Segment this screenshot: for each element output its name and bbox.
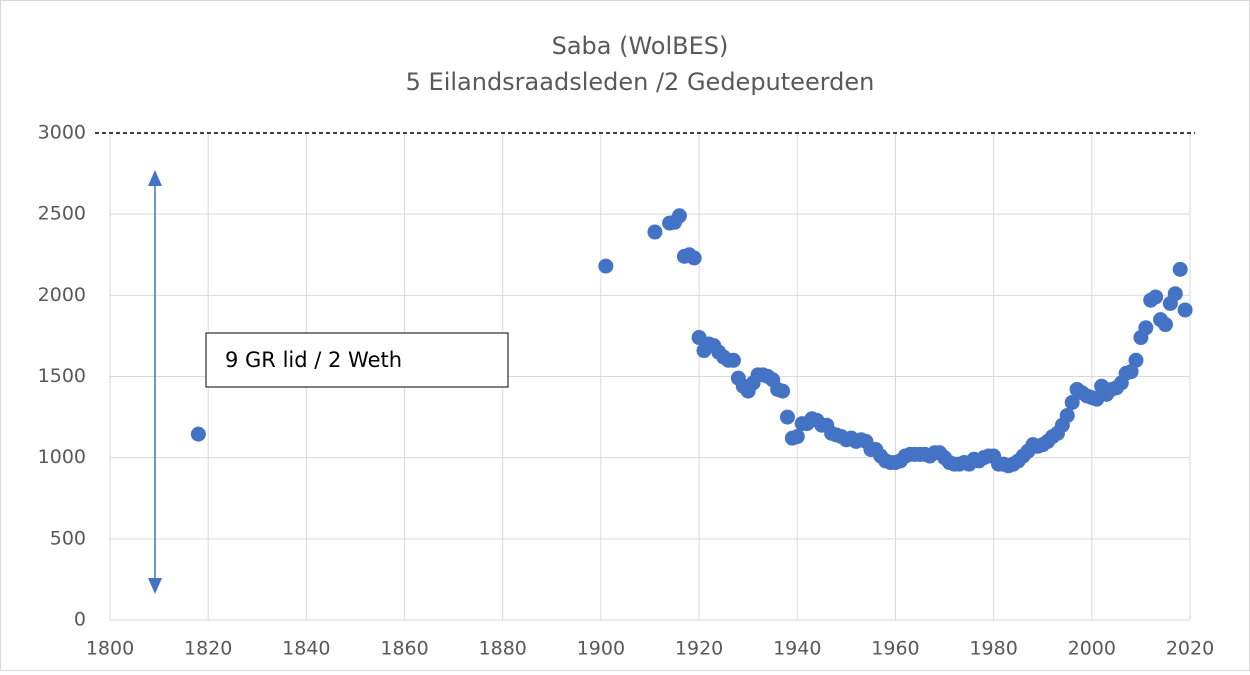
point [1059,407,1075,423]
arrow-head [148,170,162,186]
x-tick-label: 1840 [282,638,330,660]
x-tick-label: 1860 [380,638,428,660]
y-tick-label: 1500 [38,365,86,387]
arrow-head [148,578,162,594]
x-tick-label: 1920 [675,638,723,660]
point [598,258,614,274]
point [1172,261,1188,277]
x-tick-label: 1900 [577,638,625,660]
point [1148,289,1164,305]
y-tick-label: 3000 [38,122,86,144]
point [725,352,741,368]
point [1128,352,1144,368]
x-tick-label: 1800 [86,638,134,660]
annotation-box [205,332,509,388]
annotation: 9 GR lid / 2 Weth [225,348,402,372]
y-tick-label: 2500 [38,203,86,225]
point [779,409,795,425]
point [1064,394,1080,410]
point [1157,317,1173,333]
point [789,429,805,445]
plot-area: 1800 1820 1840 1860 1880 1900 1920 1940 1960 1980… [38,122,1215,660]
y-tick-label: 1000 [38,446,86,468]
x-tick-label: 1960 [871,638,919,660]
y-tick-label: 2000 [38,284,86,306]
chart-subtitle: 5 Eilandsraadsleden /2 Gedeputeerden [406,68,875,96]
x-tick-label: 1980 [969,638,1017,660]
range-arrow [148,170,162,594]
point [686,250,702,266]
point [775,383,791,399]
point [671,208,687,224]
x-tick-label: 1820 [184,638,232,660]
y-tick-label: 500 [50,527,86,549]
chart-title: Saba (WolBES) [552,32,729,60]
y-tick-label: 0 [74,609,86,631]
x-tick-label: 2020 [1166,638,1214,660]
point [647,224,663,240]
point [190,426,206,442]
x-tick-label: 2000 [1068,638,1116,660]
point [1167,286,1183,302]
point [1123,364,1139,380]
x-tick-label: 1880 [479,638,527,660]
x-tick-label: 1940 [773,638,821,660]
point [1177,302,1193,318]
point [1138,320,1154,336]
